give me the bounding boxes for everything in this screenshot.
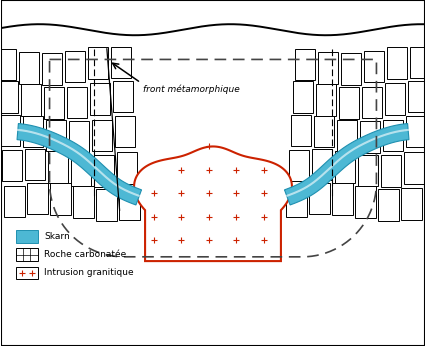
FancyBboxPatch shape <box>16 230 37 243</box>
Polygon shape <box>69 121 89 153</box>
Polygon shape <box>406 116 426 147</box>
Polygon shape <box>19 53 39 84</box>
Polygon shape <box>378 189 399 221</box>
Polygon shape <box>311 149 332 180</box>
Polygon shape <box>318 53 338 84</box>
Polygon shape <box>285 124 409 205</box>
Polygon shape <box>96 189 117 221</box>
FancyBboxPatch shape <box>16 267 37 279</box>
Polygon shape <box>92 120 112 151</box>
Polygon shape <box>117 152 138 184</box>
Polygon shape <box>0 81 18 112</box>
Polygon shape <box>27 183 48 214</box>
Polygon shape <box>71 155 92 186</box>
Polygon shape <box>23 116 43 147</box>
Polygon shape <box>357 155 378 186</box>
Polygon shape <box>88 47 108 79</box>
Polygon shape <box>48 151 69 183</box>
Polygon shape <box>0 49 16 80</box>
Polygon shape <box>2 150 23 181</box>
Polygon shape <box>295 49 315 80</box>
Polygon shape <box>134 146 292 261</box>
Polygon shape <box>25 149 46 180</box>
Polygon shape <box>364 51 384 82</box>
Polygon shape <box>17 124 141 205</box>
Polygon shape <box>113 81 133 112</box>
Polygon shape <box>383 120 403 151</box>
Polygon shape <box>360 121 380 153</box>
Polygon shape <box>94 155 115 186</box>
Text: Roche carbonatée: Roche carbonatée <box>44 250 127 259</box>
Polygon shape <box>403 152 424 184</box>
Polygon shape <box>291 115 311 146</box>
Polygon shape <box>0 115 20 146</box>
Polygon shape <box>288 150 309 181</box>
Text: Intrusion granitique: Intrusion granitique <box>44 268 134 277</box>
Text: front métamorphique: front métamorphique <box>143 85 240 94</box>
Polygon shape <box>387 47 407 79</box>
Polygon shape <box>286 186 307 217</box>
Polygon shape <box>119 188 140 220</box>
Polygon shape <box>111 47 131 79</box>
Polygon shape <box>385 83 405 115</box>
Polygon shape <box>65 51 85 82</box>
Text: Skarn: Skarn <box>44 232 70 241</box>
Polygon shape <box>73 186 94 218</box>
Polygon shape <box>408 81 426 112</box>
Polygon shape <box>316 84 336 116</box>
Polygon shape <box>44 87 64 119</box>
Polygon shape <box>314 116 334 147</box>
Polygon shape <box>362 87 382 118</box>
Polygon shape <box>380 155 401 186</box>
Polygon shape <box>355 186 376 218</box>
FancyBboxPatch shape <box>16 248 37 261</box>
Polygon shape <box>46 119 66 151</box>
Polygon shape <box>67 87 87 118</box>
Polygon shape <box>115 116 135 147</box>
Polygon shape <box>332 183 353 215</box>
Polygon shape <box>90 83 110 115</box>
Polygon shape <box>50 183 71 215</box>
Polygon shape <box>401 188 422 220</box>
Polygon shape <box>309 183 330 214</box>
Polygon shape <box>4 186 25 217</box>
Polygon shape <box>293 81 313 112</box>
Polygon shape <box>337 119 357 151</box>
Polygon shape <box>334 151 355 183</box>
Polygon shape <box>21 84 41 116</box>
Polygon shape <box>341 53 361 85</box>
Polygon shape <box>339 87 359 119</box>
Polygon shape <box>410 47 426 79</box>
Polygon shape <box>42 53 62 85</box>
